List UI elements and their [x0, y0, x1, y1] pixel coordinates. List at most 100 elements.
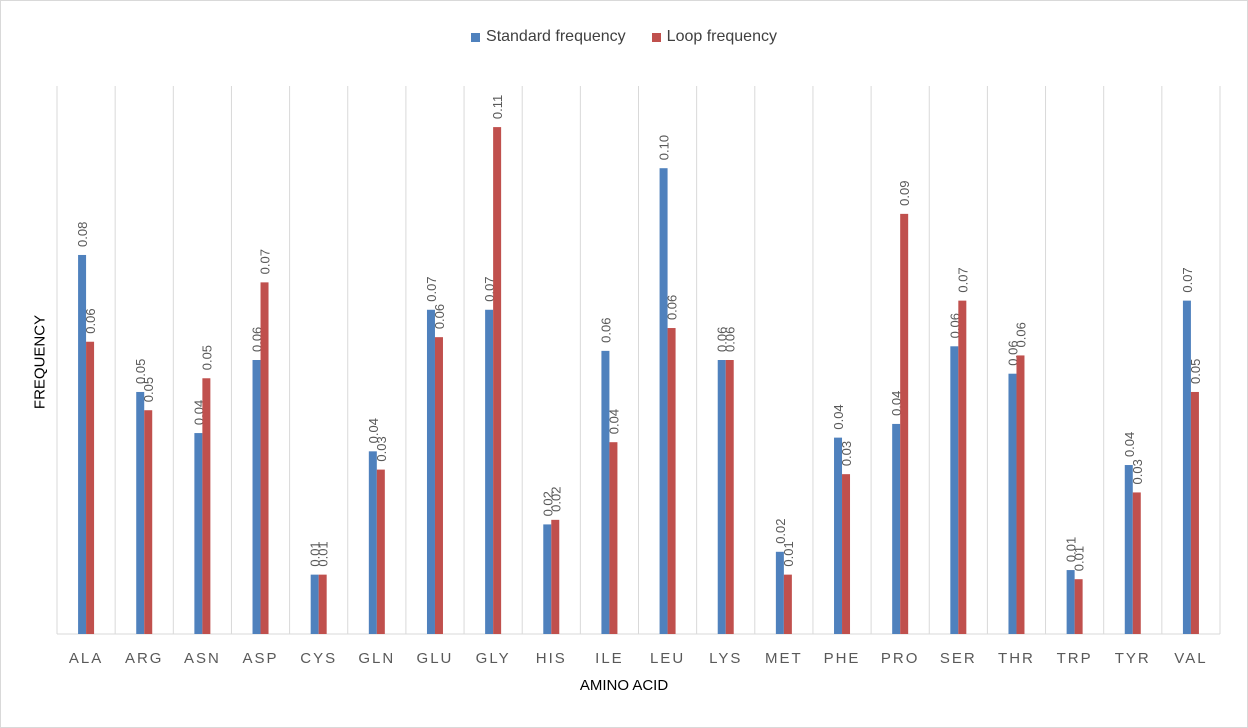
bar-standard	[834, 437, 843, 634]
bar-loop	[144, 410, 153, 634]
data-label-standard: 0.10	[657, 135, 672, 160]
bar-standard	[717, 360, 726, 634]
bar-loop	[551, 519, 560, 634]
x-tick-label: ILE	[595, 650, 624, 667]
bar-loop	[725, 360, 734, 634]
data-label-standard: 0.05	[133, 359, 148, 384]
data-label-loop: 0.06	[665, 295, 680, 320]
data-label-standard: 0.07	[1180, 267, 1195, 292]
x-tick-label: SER	[940, 650, 977, 667]
bar-standard	[194, 433, 203, 634]
data-label-loop: 0.03	[839, 441, 854, 466]
y-axis-title: FREQUENCY	[31, 314, 49, 410]
bar-standard	[543, 524, 552, 634]
data-label-standard: 0.02	[540, 491, 555, 516]
x-tick-label: ARG	[125, 650, 164, 667]
data-label-loop: 0.03	[374, 436, 389, 461]
x-tick-label: ASP	[243, 650, 279, 667]
x-tick-label: THR	[998, 650, 1035, 667]
legend-label-loop: Loop frequency	[666, 28, 777, 45]
x-tick-label: GLU	[417, 650, 454, 667]
bar-standard	[252, 360, 261, 634]
bar-loop	[842, 474, 851, 634]
x-tick-label: HIS	[536, 650, 567, 667]
bar-loop	[667, 328, 676, 634]
bar-loop	[434, 337, 443, 634]
legend-item-standard: Standard frequency	[471, 28, 626, 46]
data-label-standard: 0.02	[773, 518, 788, 543]
bar-loop	[609, 442, 618, 634]
data-label-loop: 0.06	[723, 327, 738, 352]
bar-loop	[376, 469, 385, 634]
data-label-loop: 0.05	[1188, 359, 1203, 384]
bar-standard	[1124, 465, 1133, 634]
data-label-loop: 0.01	[1072, 546, 1087, 571]
legend-swatch-standard	[471, 32, 481, 42]
data-label-standard: 0.06	[715, 327, 730, 352]
x-tick-label: GLY	[476, 650, 511, 667]
bar-loop	[900, 213, 909, 634]
data-label-loop: 0.07	[955, 267, 970, 292]
legend-item-loop: Loop frequency	[651, 28, 777, 46]
bar-loop	[260, 282, 269, 634]
data-label-loop: 0.05	[199, 345, 214, 370]
x-tick-label: LEU	[650, 650, 685, 667]
bar-standard	[485, 309, 494, 634]
bar-loop	[493, 127, 502, 634]
x-tick-label: ALA	[69, 650, 103, 667]
legend-label-standard: Standard frequency	[486, 28, 626, 45]
bar-loop	[86, 341, 95, 634]
x-tick-label: TRP	[1057, 650, 1093, 667]
data-label-loop: 0.01	[781, 541, 796, 566]
data-label-standard: 0.04	[831, 404, 846, 429]
bar-standard	[950, 346, 959, 634]
x-tick-label: LYS	[709, 650, 742, 667]
data-label-standard: 0.01	[1064, 537, 1079, 562]
x-axis-title: AMINO ACID	[579, 677, 669, 694]
bar-standard	[601, 350, 610, 634]
bar-loop	[1074, 579, 1083, 634]
data-label-loop: 0.09	[897, 181, 912, 206]
bar-loop	[783, 574, 792, 634]
legend: Standard frequency Loop frequency	[0, 28, 1248, 46]
data-label-standard: 0.06	[598, 318, 613, 343]
bar-standard	[1182, 300, 1191, 634]
bar-loop	[1190, 391, 1199, 634]
data-label-loop: 0.02	[548, 487, 563, 512]
bar-standard	[775, 551, 784, 634]
data-label-loop: 0.06	[432, 304, 447, 329]
legend-swatch-loop	[651, 32, 661, 42]
data-label-standard: 0.01	[308, 541, 323, 566]
x-tick-label: ASN	[184, 650, 221, 667]
bar-loop	[318, 574, 327, 634]
x-tick-label: TYR	[1115, 650, 1151, 667]
data-label-loop: 0.07	[258, 249, 273, 274]
data-label-loop: 0.03	[1130, 459, 1145, 484]
bar-loop	[1132, 492, 1141, 634]
x-tick-label: GLN	[358, 650, 395, 667]
data-label-loop: 0.06	[1013, 322, 1028, 347]
data-label-loop: 0.05	[141, 377, 156, 402]
bar-standard	[1066, 570, 1075, 634]
data-label-loop: 0.11	[490, 95, 505, 119]
x-tick-label: PRO	[881, 650, 920, 667]
bar-loop	[202, 378, 211, 634]
bar-loop	[958, 300, 967, 634]
bar-standard	[136, 391, 145, 634]
data-label-standard: 0.04	[366, 418, 381, 443]
x-tick-label: MET	[765, 650, 803, 667]
bar-standard	[1008, 373, 1017, 634]
data-label-standard: 0.04	[1122, 432, 1137, 457]
x-tick-label: CYS	[300, 650, 337, 667]
data-label-loop: 0.06	[83, 308, 98, 333]
bar-standard	[310, 574, 319, 634]
bar-standard	[426, 309, 435, 634]
x-tick-label: PHE	[824, 650, 861, 667]
bar-standard	[659, 168, 668, 634]
x-tick-label: VAL	[1174, 650, 1207, 667]
bar-standard	[368, 451, 377, 634]
data-label-loop: 0.04	[606, 409, 621, 434]
bar-standard	[78, 254, 87, 634]
data-label-standard: 0.07	[424, 276, 439, 301]
